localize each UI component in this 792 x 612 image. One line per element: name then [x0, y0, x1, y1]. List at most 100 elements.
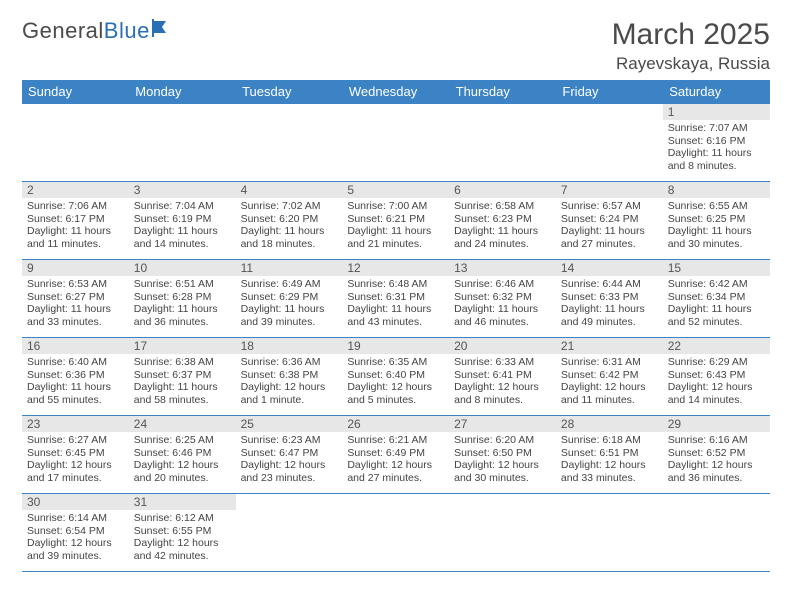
day-number: 7 — [556, 182, 663, 198]
day-number: 21 — [556, 338, 663, 354]
calendar-cell: 26Sunrise: 6:21 AMSunset: 6:49 PMDayligh… — [342, 416, 449, 494]
day-number: 25 — [236, 416, 343, 432]
day-number: 10 — [129, 260, 236, 276]
calendar-cell: 18Sunrise: 6:36 AMSunset: 6:38 PMDayligh… — [236, 338, 343, 416]
day-details: Sunrise: 7:04 AMSunset: 6:19 PMDaylight:… — [129, 198, 236, 253]
logo-text-a: General — [22, 18, 104, 44]
header: GeneralBlue March 2025 Rayevskaya, Russi… — [22, 18, 770, 74]
day-number: 2 — [22, 182, 129, 198]
day-details: Sunrise: 6:35 AMSunset: 6:40 PMDaylight:… — [342, 354, 449, 409]
day-number: 12 — [342, 260, 449, 276]
calendar-cell — [449, 494, 556, 572]
title-block: March 2025 Rayevskaya, Russia — [612, 18, 770, 74]
calendar-cell — [663, 494, 770, 572]
day-number: 31 — [129, 494, 236, 510]
calendar-cell: 28Sunrise: 6:18 AMSunset: 6:51 PMDayligh… — [556, 416, 663, 494]
calendar-cell: 31Sunrise: 6:12 AMSunset: 6:55 PMDayligh… — [129, 494, 236, 572]
day-details: Sunrise: 6:18 AMSunset: 6:51 PMDaylight:… — [556, 432, 663, 487]
day-number: 19 — [342, 338, 449, 354]
logo: GeneralBlue — [22, 18, 178, 44]
location: Rayevskaya, Russia — [612, 54, 770, 74]
day-number: 17 — [129, 338, 236, 354]
day-number: 15 — [663, 260, 770, 276]
flag-icon — [152, 17, 178, 43]
calendar-cell: 12Sunrise: 6:48 AMSunset: 6:31 PMDayligh… — [342, 260, 449, 338]
day-number: 8 — [663, 182, 770, 198]
day-number: 11 — [236, 260, 343, 276]
day-number: 9 — [22, 260, 129, 276]
day-number: 3 — [129, 182, 236, 198]
calendar-cell — [556, 104, 663, 182]
weekday-header: Wednesday — [342, 80, 449, 104]
weekday-header: Monday — [129, 80, 236, 104]
calendar-cell: 25Sunrise: 6:23 AMSunset: 6:47 PMDayligh… — [236, 416, 343, 494]
calendar-cell — [236, 494, 343, 572]
day-number: 18 — [236, 338, 343, 354]
calendar-cell: 7Sunrise: 6:57 AMSunset: 6:24 PMDaylight… — [556, 182, 663, 260]
calendar-body: 1Sunrise: 7:07 AMSunset: 6:16 PMDaylight… — [22, 104, 770, 572]
calendar-cell: 22Sunrise: 6:29 AMSunset: 6:43 PMDayligh… — [663, 338, 770, 416]
day-details: Sunrise: 6:20 AMSunset: 6:50 PMDaylight:… — [449, 432, 556, 487]
day-details: Sunrise: 6:49 AMSunset: 6:29 PMDaylight:… — [236, 276, 343, 331]
day-details: Sunrise: 6:42 AMSunset: 6:34 PMDaylight:… — [663, 276, 770, 331]
calendar-cell — [449, 104, 556, 182]
calendar-cell: 17Sunrise: 6:38 AMSunset: 6:37 PMDayligh… — [129, 338, 236, 416]
day-number: 24 — [129, 416, 236, 432]
day-number: 23 — [22, 416, 129, 432]
calendar-cell: 4Sunrise: 7:02 AMSunset: 6:20 PMDaylight… — [236, 182, 343, 260]
calendar-cell — [556, 494, 663, 572]
day-details: Sunrise: 6:44 AMSunset: 6:33 PMDaylight:… — [556, 276, 663, 331]
day-details: Sunrise: 6:36 AMSunset: 6:38 PMDaylight:… — [236, 354, 343, 409]
day-number: 29 — [663, 416, 770, 432]
calendar-row: 30Sunrise: 6:14 AMSunset: 6:54 PMDayligh… — [22, 494, 770, 572]
calendar-table: SundayMondayTuesdayWednesdayThursdayFrid… — [22, 80, 770, 572]
calendar-cell: 2Sunrise: 7:06 AMSunset: 6:17 PMDaylight… — [22, 182, 129, 260]
day-details: Sunrise: 6:21 AMSunset: 6:49 PMDaylight:… — [342, 432, 449, 487]
calendar-row: 9Sunrise: 6:53 AMSunset: 6:27 PMDaylight… — [22, 260, 770, 338]
day-number: 6 — [449, 182, 556, 198]
day-details: Sunrise: 6:31 AMSunset: 6:42 PMDaylight:… — [556, 354, 663, 409]
calendar-cell: 8Sunrise: 6:55 AMSunset: 6:25 PMDaylight… — [663, 182, 770, 260]
day-details: Sunrise: 6:23 AMSunset: 6:47 PMDaylight:… — [236, 432, 343, 487]
day-details: Sunrise: 6:14 AMSunset: 6:54 PMDaylight:… — [22, 510, 129, 565]
calendar-row: 1Sunrise: 7:07 AMSunset: 6:16 PMDaylight… — [22, 104, 770, 182]
calendar-cell: 6Sunrise: 6:58 AMSunset: 6:23 PMDaylight… — [449, 182, 556, 260]
day-number: 14 — [556, 260, 663, 276]
calendar-cell — [236, 104, 343, 182]
calendar-page: GeneralBlue March 2025 Rayevskaya, Russi… — [0, 0, 792, 582]
day-number: 27 — [449, 416, 556, 432]
calendar-cell: 5Sunrise: 7:00 AMSunset: 6:21 PMDaylight… — [342, 182, 449, 260]
calendar-row: 16Sunrise: 6:40 AMSunset: 6:36 PMDayligh… — [22, 338, 770, 416]
day-details: Sunrise: 6:29 AMSunset: 6:43 PMDaylight:… — [663, 354, 770, 409]
day-details: Sunrise: 6:58 AMSunset: 6:23 PMDaylight:… — [449, 198, 556, 253]
day-details: Sunrise: 6:46 AMSunset: 6:32 PMDaylight:… — [449, 276, 556, 331]
day-details: Sunrise: 6:12 AMSunset: 6:55 PMDaylight:… — [129, 510, 236, 565]
day-details: Sunrise: 6:25 AMSunset: 6:46 PMDaylight:… — [129, 432, 236, 487]
day-details: Sunrise: 6:48 AMSunset: 6:31 PMDaylight:… — [342, 276, 449, 331]
calendar-cell — [129, 104, 236, 182]
day-details: Sunrise: 6:38 AMSunset: 6:37 PMDaylight:… — [129, 354, 236, 409]
day-number: 1 — [663, 104, 770, 120]
day-number: 20 — [449, 338, 556, 354]
calendar-cell: 13Sunrise: 6:46 AMSunset: 6:32 PMDayligh… — [449, 260, 556, 338]
calendar-cell: 9Sunrise: 6:53 AMSunset: 6:27 PMDaylight… — [22, 260, 129, 338]
calendar-cell: 15Sunrise: 6:42 AMSunset: 6:34 PMDayligh… — [663, 260, 770, 338]
calendar-row: 2Sunrise: 7:06 AMSunset: 6:17 PMDaylight… — [22, 182, 770, 260]
weekday-header: Sunday — [22, 80, 129, 104]
calendar-cell: 14Sunrise: 6:44 AMSunset: 6:33 PMDayligh… — [556, 260, 663, 338]
weekday-header: Thursday — [449, 80, 556, 104]
calendar-cell: 16Sunrise: 6:40 AMSunset: 6:36 PMDayligh… — [22, 338, 129, 416]
day-details: Sunrise: 6:40 AMSunset: 6:36 PMDaylight:… — [22, 354, 129, 409]
calendar-cell: 3Sunrise: 7:04 AMSunset: 6:19 PMDaylight… — [129, 182, 236, 260]
day-number: 28 — [556, 416, 663, 432]
calendar-cell: 10Sunrise: 6:51 AMSunset: 6:28 PMDayligh… — [129, 260, 236, 338]
calendar-cell: 30Sunrise: 6:14 AMSunset: 6:54 PMDayligh… — [22, 494, 129, 572]
day-details: Sunrise: 6:57 AMSunset: 6:24 PMDaylight:… — [556, 198, 663, 253]
calendar-cell: 19Sunrise: 6:35 AMSunset: 6:40 PMDayligh… — [342, 338, 449, 416]
weekday-header: Tuesday — [236, 80, 343, 104]
weekday-header: Friday — [556, 80, 663, 104]
month-title: March 2025 — [612, 18, 770, 52]
day-details: Sunrise: 7:06 AMSunset: 6:17 PMDaylight:… — [22, 198, 129, 253]
calendar-cell: 20Sunrise: 6:33 AMSunset: 6:41 PMDayligh… — [449, 338, 556, 416]
weekday-header-row: SundayMondayTuesdayWednesdayThursdayFrid… — [22, 80, 770, 104]
